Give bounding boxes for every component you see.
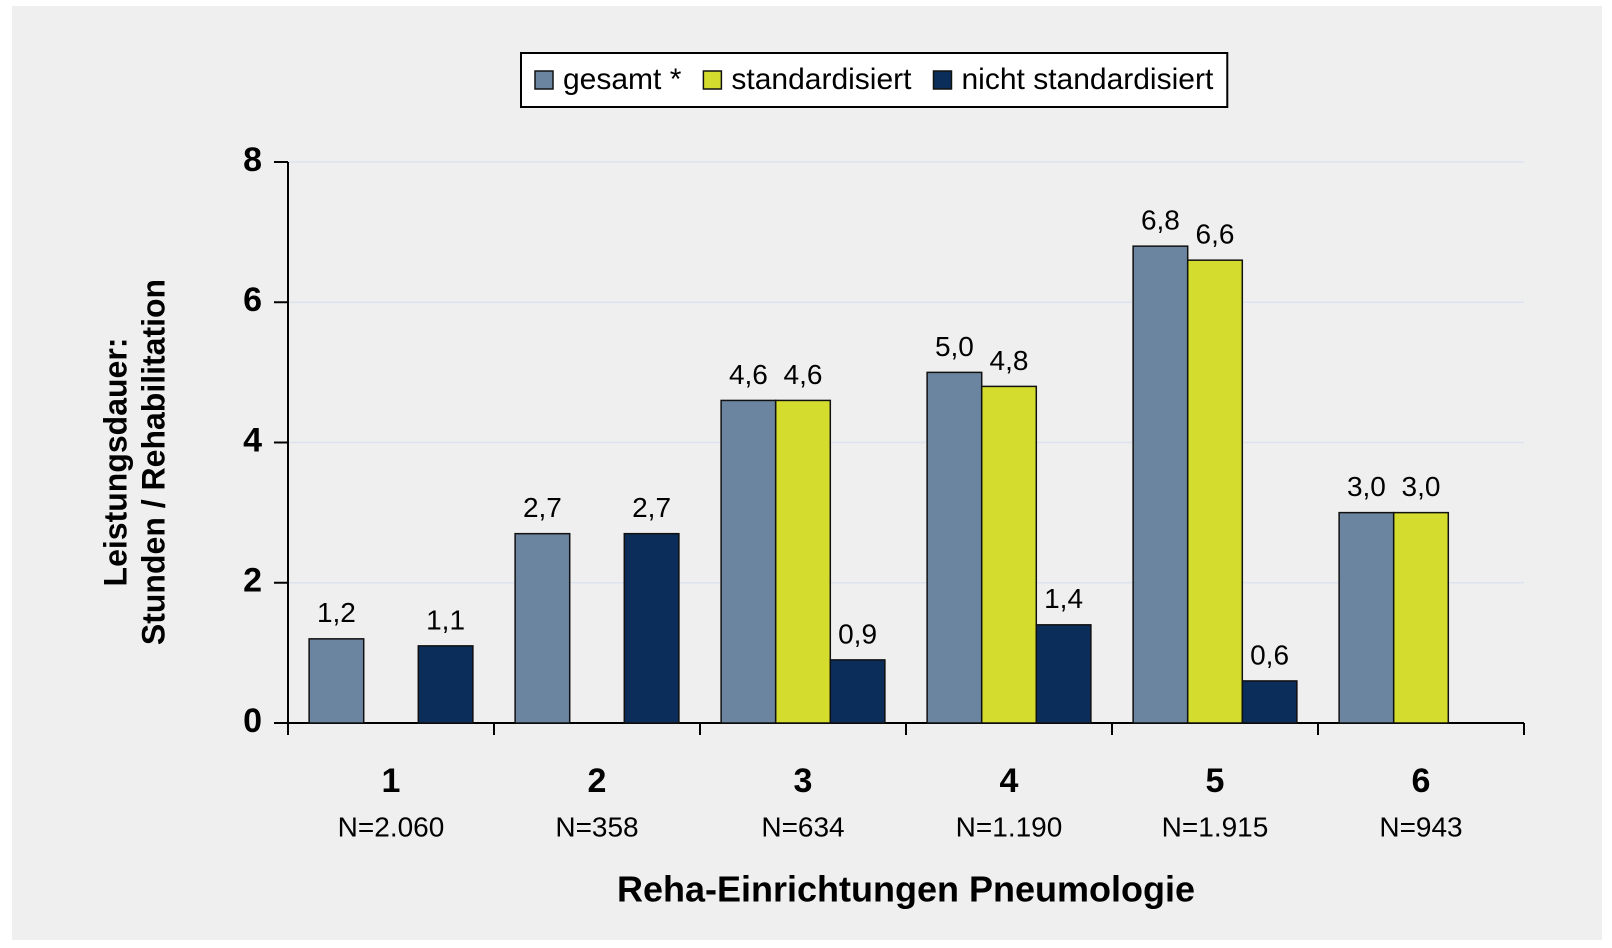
value-label: 1,2 bbox=[317, 597, 356, 628]
x-tick-sublabel: N=943 bbox=[1379, 811, 1462, 842]
value-label: 1,1 bbox=[426, 604, 465, 635]
value-label: 5,0 bbox=[935, 331, 974, 362]
legend-swatch bbox=[534, 70, 554, 90]
bar bbox=[1132, 245, 1189, 724]
bar bbox=[623, 532, 680, 724]
x-tick-label: 1 bbox=[382, 762, 401, 800]
value-label: 2,7 bbox=[632, 492, 671, 523]
legend-label: standardisiert bbox=[731, 63, 912, 96]
x-axis-title: Reha-Einrichtungen Pneumologie bbox=[617, 869, 1195, 910]
x-tick-sublabel: N=1.190 bbox=[956, 811, 1063, 842]
bar bbox=[1241, 680, 1298, 724]
legend-label: gesamt * bbox=[563, 63, 682, 96]
value-label: 0,9 bbox=[838, 618, 877, 649]
bar bbox=[774, 399, 832, 724]
value-label: 6,8 bbox=[1141, 205, 1180, 236]
x-tick-sublabel: N=1.915 bbox=[1162, 811, 1269, 842]
bar bbox=[1035, 624, 1092, 724]
y-axis-title: Leistungsdauer: Stunden / Rehabilitation bbox=[97, 279, 171, 645]
legend-swatch bbox=[932, 70, 953, 90]
bar bbox=[308, 638, 365, 724]
legend-box bbox=[520, 52, 1229, 108]
x-tick-label: 3 bbox=[794, 762, 813, 800]
legend-swatch bbox=[702, 70, 723, 90]
legend-label: nicht standardisiert bbox=[961, 63, 1213, 96]
y-axis-title-line: Leistungsdauer: bbox=[97, 338, 133, 587]
value-label: 1,4 bbox=[1044, 583, 1083, 614]
value-label: 2,7 bbox=[523, 492, 562, 523]
y-tick-label: 8 bbox=[243, 141, 262, 179]
bar bbox=[1392, 511, 1450, 724]
bar bbox=[417, 645, 474, 724]
bar bbox=[514, 532, 571, 724]
bar bbox=[829, 659, 886, 724]
bar bbox=[1186, 259, 1244, 724]
x-tick-sublabel: N=358 bbox=[555, 811, 638, 842]
value-label: 3,0 bbox=[1402, 471, 1441, 502]
value-label: 6,6 bbox=[1196, 219, 1235, 250]
y-tick-label: 6 bbox=[243, 281, 262, 319]
value-label: 4,6 bbox=[729, 359, 768, 390]
y-axis-title-line: Stunden / Rehabilitation bbox=[135, 279, 171, 645]
x-tick-sublabel: N=634 bbox=[761, 811, 844, 842]
x-tick-label: 4 bbox=[1000, 762, 1019, 800]
x-tick-label: 5 bbox=[1206, 762, 1225, 800]
value-label: 4,6 bbox=[784, 359, 823, 390]
value-label: 0,6 bbox=[1250, 639, 1289, 670]
bar bbox=[980, 385, 1038, 724]
bar bbox=[720, 399, 777, 724]
y-tick-label: 4 bbox=[243, 421, 262, 459]
y-tick-label: 0 bbox=[243, 702, 262, 740]
value-label: 3,0 bbox=[1347, 471, 1386, 502]
bar bbox=[1338, 511, 1395, 724]
value-label: 4,8 bbox=[990, 345, 1029, 376]
bar bbox=[926, 371, 983, 724]
x-tick-label: 2 bbox=[588, 762, 607, 800]
x-tick-sublabel: N=2.060 bbox=[338, 811, 445, 842]
y-tick-label: 2 bbox=[243, 562, 262, 600]
x-tick-label: 6 bbox=[1412, 762, 1431, 800]
